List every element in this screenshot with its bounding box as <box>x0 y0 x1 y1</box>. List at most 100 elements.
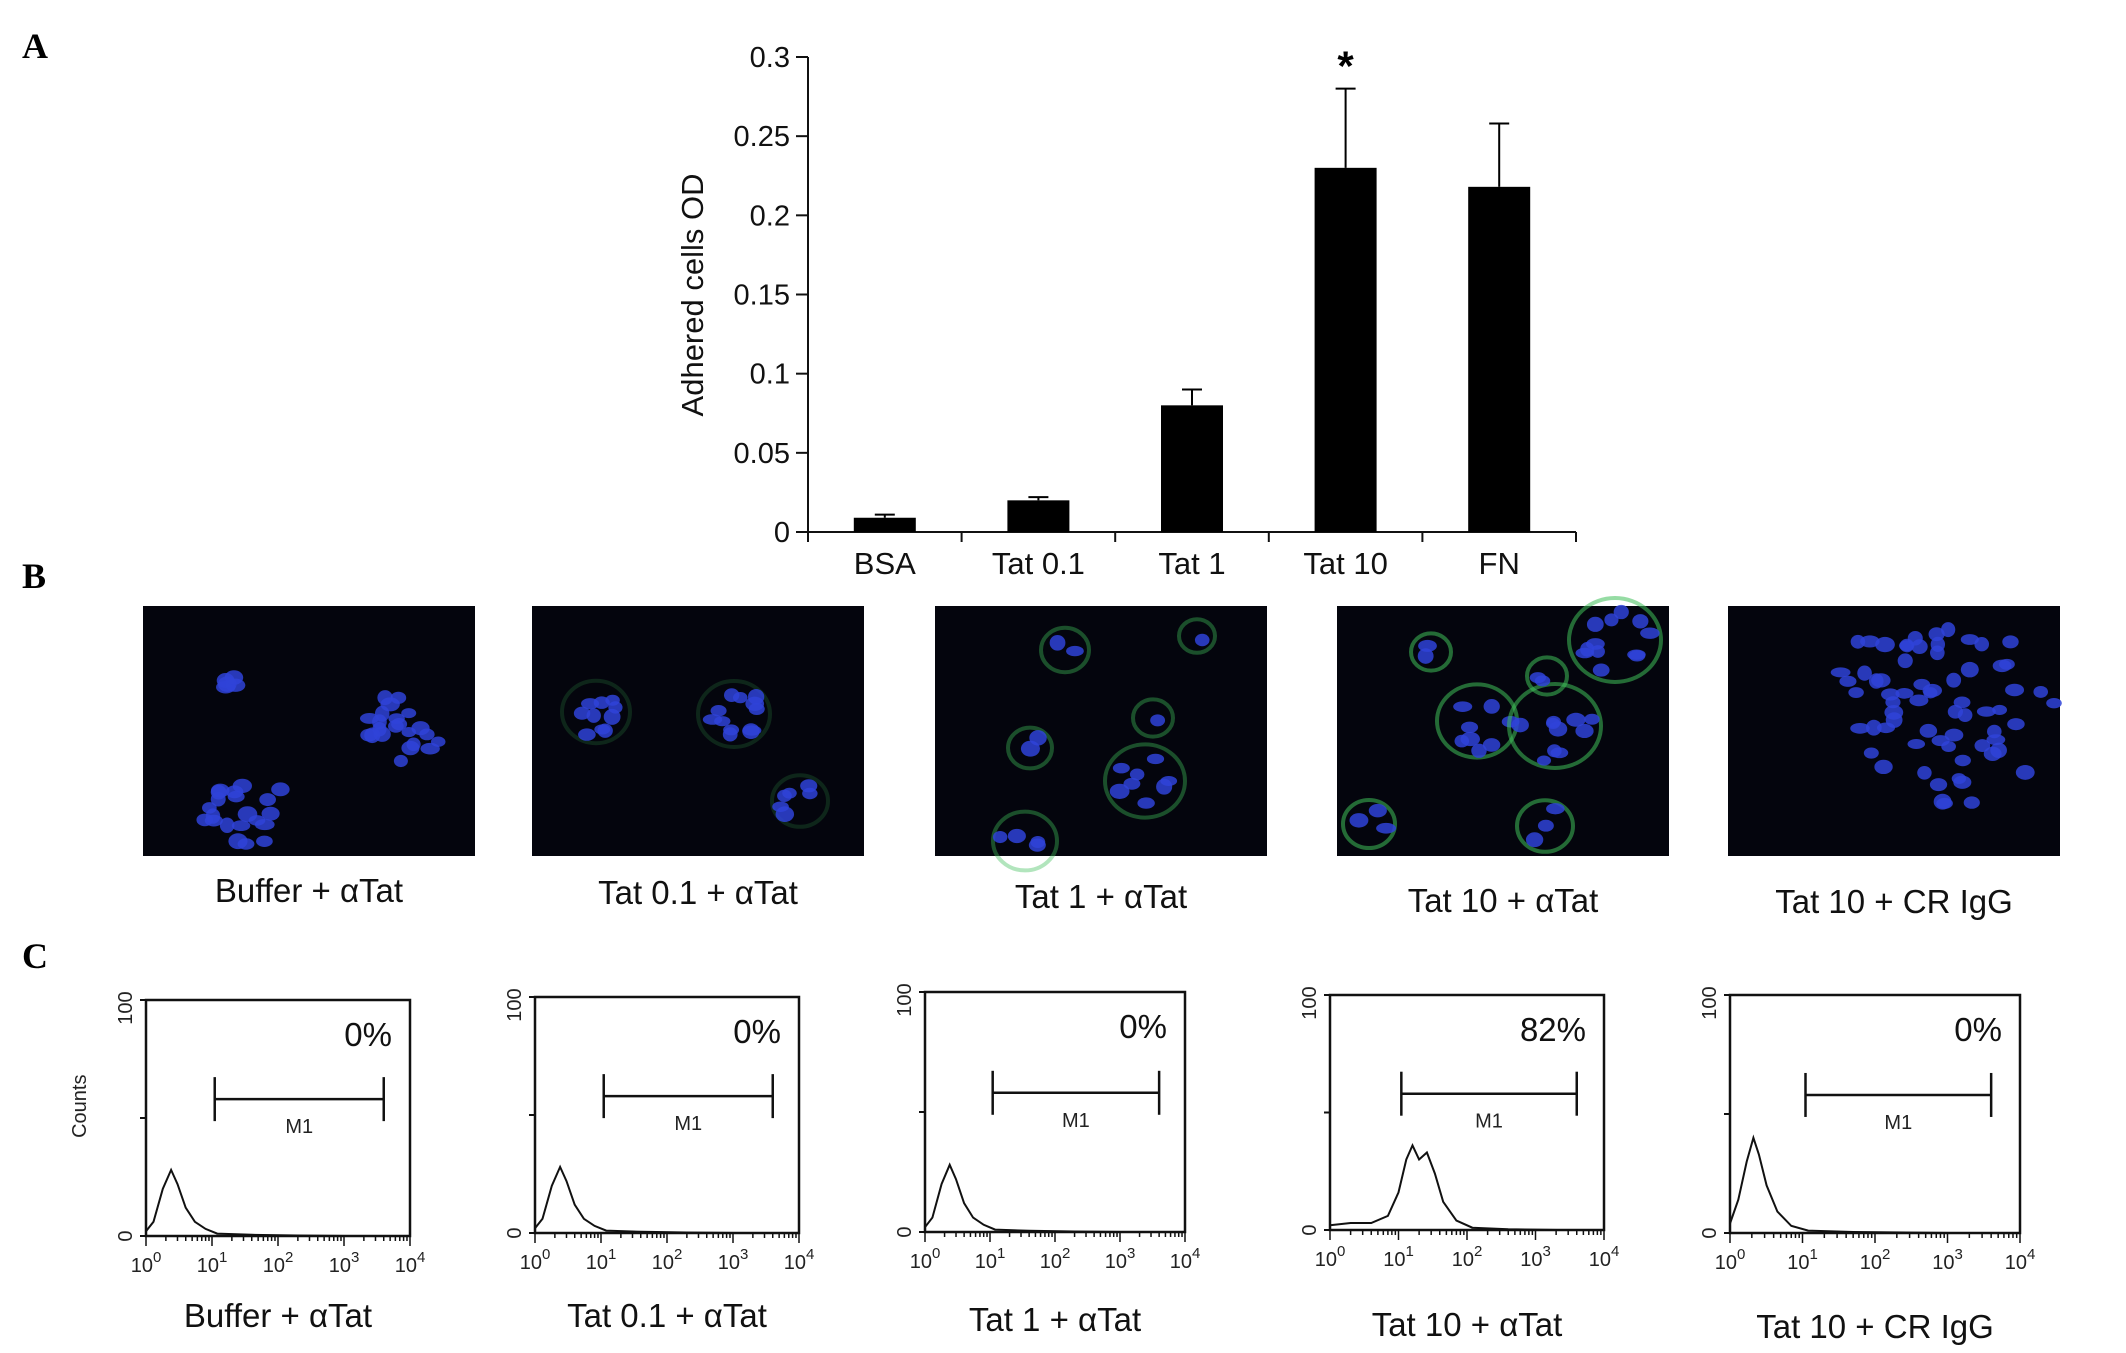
nucleus <box>1960 634 1979 645</box>
x-tick-label: 101 <box>1383 1243 1414 1271</box>
x-tick-label: 101 <box>197 1249 228 1277</box>
bar-4 <box>1468 186 1531 533</box>
nucleus <box>2033 685 2049 698</box>
nucleus <box>1866 719 1882 736</box>
membrane-stain <box>1567 596 1663 684</box>
nucleus <box>1963 796 1980 809</box>
nucleus <box>1109 783 1130 799</box>
nucleus <box>1936 797 1953 809</box>
nucleus <box>1566 712 1586 727</box>
nucleus <box>742 723 760 740</box>
nucleus <box>219 817 235 834</box>
micrograph-2 <box>935 606 1267 873</box>
nucleus <box>1947 704 1963 719</box>
y-tick-label: 100 <box>1299 986 1321 1019</box>
nucleus <box>373 726 391 742</box>
membrane-stain <box>1409 631 1453 673</box>
nucleus <box>782 787 797 799</box>
nucleus <box>380 697 400 712</box>
histogram-trace <box>534 1164 734 1234</box>
nucleus <box>992 830 1008 844</box>
nucleus <box>406 737 421 752</box>
nucleus <box>1146 753 1165 765</box>
nucleus <box>232 778 252 794</box>
gate-label: M1 <box>1884 1112 1912 1134</box>
x-tick-label: Tat 1 <box>1158 546 1225 581</box>
nucleus <box>1954 754 1971 767</box>
nucleus <box>1471 743 1487 758</box>
nucleus <box>1929 778 1948 792</box>
nucleus <box>224 670 244 685</box>
nucleus <box>1919 723 1938 738</box>
x-tick-label: Tat 10 <box>1303 546 1387 581</box>
histogram-caption: Tat 1 + αTat <box>969 1301 1141 1338</box>
micrograph-caption: Tat 0.1 + αTat <box>598 874 798 911</box>
nucleus <box>1953 775 1972 789</box>
membrane-stain <box>991 809 1059 873</box>
y-tick-label: 0.15 <box>734 280 790 312</box>
micrograph-caption: Tat 1 + αTat <box>1015 878 1187 915</box>
nucleus <box>401 708 417 719</box>
nucleus <box>1930 636 1946 653</box>
nucleus <box>1850 722 1870 734</box>
membrane-stain <box>560 678 632 746</box>
nucleus <box>597 723 613 738</box>
nucleus <box>1376 822 1397 834</box>
x-tick-label: 100 <box>910 1245 941 1273</box>
histogram-trace <box>924 1162 1121 1233</box>
histogram-1: 100 0 100 101 102 103 104 M1 0% Tat 0.1 + αTat <box>504 988 814 1334</box>
nucleus <box>578 728 596 741</box>
nucleus <box>196 813 214 827</box>
y-tick-label: 0.25 <box>734 121 790 153</box>
nucleus <box>1604 613 1619 627</box>
histogram-3: 100 0 100 101 102 103 104 M1 82% Tat 10 + αTat <box>1299 986 1619 1343</box>
micrograph-background <box>935 606 1267 856</box>
histogram-2: 100 0 100 101 102 103 104 M1 0% Tat 1 + αTat <box>894 983 1200 1338</box>
nucleus <box>401 727 417 738</box>
nucleus <box>1627 649 1646 660</box>
nucleus <box>1028 838 1046 852</box>
nucleus <box>2046 698 2062 709</box>
nucleus <box>573 706 591 720</box>
nucleus <box>388 713 405 724</box>
x-tick-label: 100 <box>1315 1243 1346 1271</box>
gate-label: M1 <box>1062 1110 1090 1132</box>
nucleus <box>1460 721 1479 734</box>
membrane-stain <box>1525 655 1569 697</box>
x-tick-label: 102 <box>1040 1245 1071 1273</box>
nucleus <box>1453 701 1473 712</box>
nucleus <box>1848 687 1864 698</box>
membrane-stain <box>770 773 830 829</box>
nucleus <box>1868 673 1884 689</box>
nucleus <box>1863 747 1879 759</box>
nucleus <box>1525 832 1544 848</box>
histogram-caption: Buffer + αTat <box>184 1297 372 1334</box>
nucleus <box>1590 645 1605 658</box>
nucleus <box>1983 746 2002 761</box>
x-tick-label: 104 <box>1589 1243 1620 1271</box>
nucleus <box>248 815 266 826</box>
gate-percent: 0% <box>733 1013 781 1050</box>
nucleus <box>1885 712 1903 728</box>
nucleus <box>1546 715 1562 728</box>
nucleus <box>1897 653 1913 669</box>
nucleus <box>1839 675 1857 687</box>
nucleus <box>1049 634 1066 651</box>
nucleus <box>1946 672 1962 688</box>
nucleus <box>259 793 276 807</box>
y-tick-label: 0.1 <box>750 359 790 391</box>
y-tick-label: 0 <box>774 517 790 549</box>
nucleus <box>1150 714 1166 727</box>
y-axis-label: Adhered cells OD <box>675 174 710 417</box>
nucleus <box>714 716 731 727</box>
nucleus <box>1974 739 1991 753</box>
panel-label-a: A <box>22 26 48 66</box>
micrograph-1 <box>532 606 864 856</box>
nucleus <box>1895 688 1914 699</box>
gate-label: M1 <box>1475 1111 1503 1133</box>
nucleus <box>732 691 748 704</box>
x-tick-label: FN <box>1479 546 1520 581</box>
nucleus <box>1129 768 1145 781</box>
x-tick-label: 103 <box>718 1246 749 1274</box>
nucleus <box>605 694 620 706</box>
